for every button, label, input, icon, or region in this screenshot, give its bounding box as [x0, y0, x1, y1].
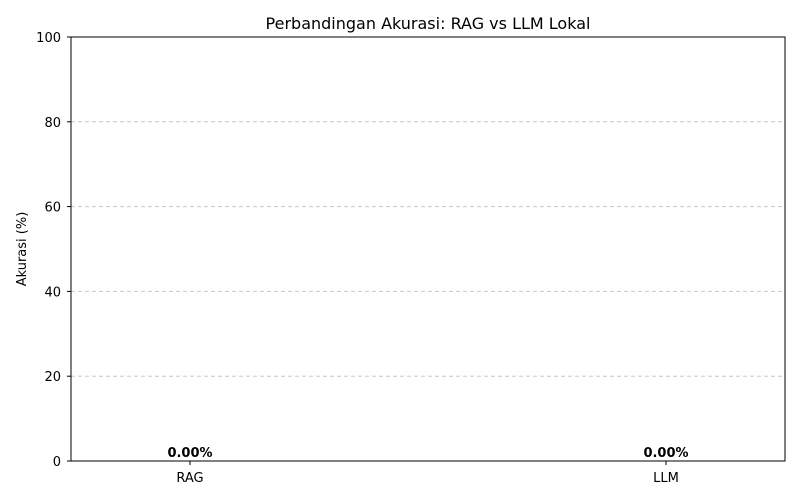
y-tick-label: 20 [44, 370, 61, 385]
chart-title: Perbandingan Akurasi: RAG vs LLM Lokal [266, 14, 591, 33]
gridlines [71, 121, 785, 377]
y-tick-label: 60 [44, 201, 61, 216]
y-tick-label: 40 [44, 285, 61, 300]
x-axis-ticks: RAG LLM [176, 461, 679, 486]
data-label: 0.00% [167, 446, 212, 461]
data-labels: 0.00% 0.00% [167, 446, 688, 461]
x-tick-label: LLM [653, 471, 679, 486]
data-label: 0.00% [643, 446, 688, 461]
y-tick-label: 100 [36, 31, 61, 46]
y-axis-label: Akurasi (%) [15, 212, 30, 287]
y-tick-label: 0 [53, 455, 61, 470]
x-tick-label: RAG [176, 471, 203, 486]
plot-area-frame [70, 36, 786, 462]
y-axis-ticks: 0 20 40 60 80 100 [36, 31, 71, 470]
y-tick-label: 80 [44, 116, 61, 131]
